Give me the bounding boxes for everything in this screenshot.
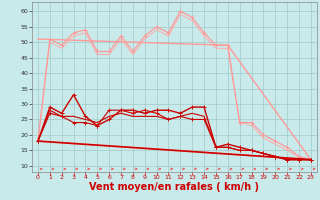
X-axis label: Vent moyen/en rafales ( km/h ): Vent moyen/en rafales ( km/h ) [89, 182, 260, 192]
